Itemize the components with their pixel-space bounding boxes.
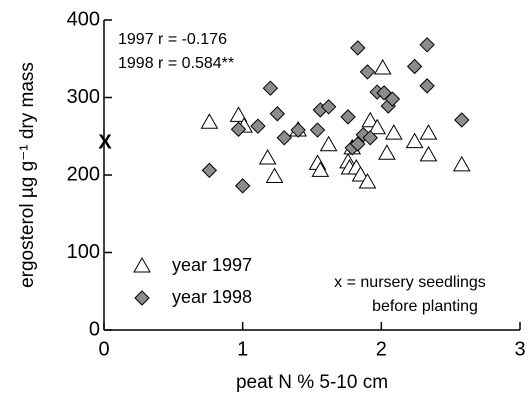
x-tick-label: 1	[237, 338, 248, 360]
x-tick-label: 0	[98, 338, 109, 360]
triangle-marker	[311, 161, 330, 177]
triangle-marker	[405, 132, 424, 149]
diamond-marker	[350, 40, 366, 56]
diamond-marker	[230, 121, 247, 137]
triangle-marker	[319, 135, 338, 152]
diamond-marker	[350, 136, 366, 152]
diamond-marker	[384, 91, 401, 107]
triangle-marker	[373, 59, 392, 75]
diamond-marker	[269, 106, 286, 122]
legend-label: year 1997	[172, 255, 252, 275]
y-axis-label: ergosterol µg g⁻¹ dry mass	[17, 62, 38, 288]
diamond-marker	[419, 37, 435, 53]
triangle-marker	[265, 167, 284, 184]
triangle-marker	[200, 113, 219, 129]
diamond-marker	[362, 130, 378, 146]
diamond-marker	[134, 290, 150, 306]
triangle-marker	[419, 145, 438, 162]
nursery-marker: X	[98, 132, 112, 154]
y-tick-label: 400	[67, 8, 100, 30]
y-tick-label: 0	[89, 318, 100, 340]
diamond-marker	[262, 80, 279, 96]
diamond-marker	[250, 118, 266, 134]
triangle-marker	[378, 144, 396, 160]
annotation: x = nursery seedlings	[334, 274, 486, 291]
y-tick-label: 100	[67, 241, 100, 263]
annotation: 1997 r = -0.176	[118, 31, 227, 48]
diamond-marker	[201, 162, 218, 179]
x-axis-label: peat N % 5-10 cm	[236, 372, 388, 393]
diamond-marker	[290, 122, 306, 138]
diamond-marker	[309, 122, 326, 138]
diamond-marker	[359, 64, 376, 80]
annotation: before planting	[372, 298, 478, 315]
x-tick-label: 2	[376, 338, 387, 360]
triangle-marker	[361, 111, 380, 128]
triangle-marker	[258, 148, 277, 165]
triangle-marker	[384, 124, 403, 140]
triangle-marker	[368, 118, 387, 135]
y-tick-label: 300	[67, 86, 100, 108]
legend-label: year 1998	[172, 287, 252, 307]
diamond-marker	[320, 99, 337, 115]
diamond-marker	[276, 130, 292, 146]
triangle-marker	[229, 106, 248, 122]
diamond-marker	[234, 178, 251, 194]
diamond-marker	[419, 78, 435, 94]
diamond-marker	[454, 112, 470, 128]
triangle-marker	[358, 172, 377, 189]
diamond-marker	[406, 58, 423, 75]
triangle-marker	[351, 165, 370, 182]
annotation: 1998 r = 0.584**	[118, 55, 234, 72]
triangle-marker	[452, 155, 471, 172]
x-tick-label: 3	[514, 338, 525, 360]
triangle-marker	[133, 256, 151, 273]
triangle-marker	[419, 124, 438, 140]
y-tick-label: 200	[67, 163, 100, 185]
diamond-marker	[340, 109, 356, 125]
